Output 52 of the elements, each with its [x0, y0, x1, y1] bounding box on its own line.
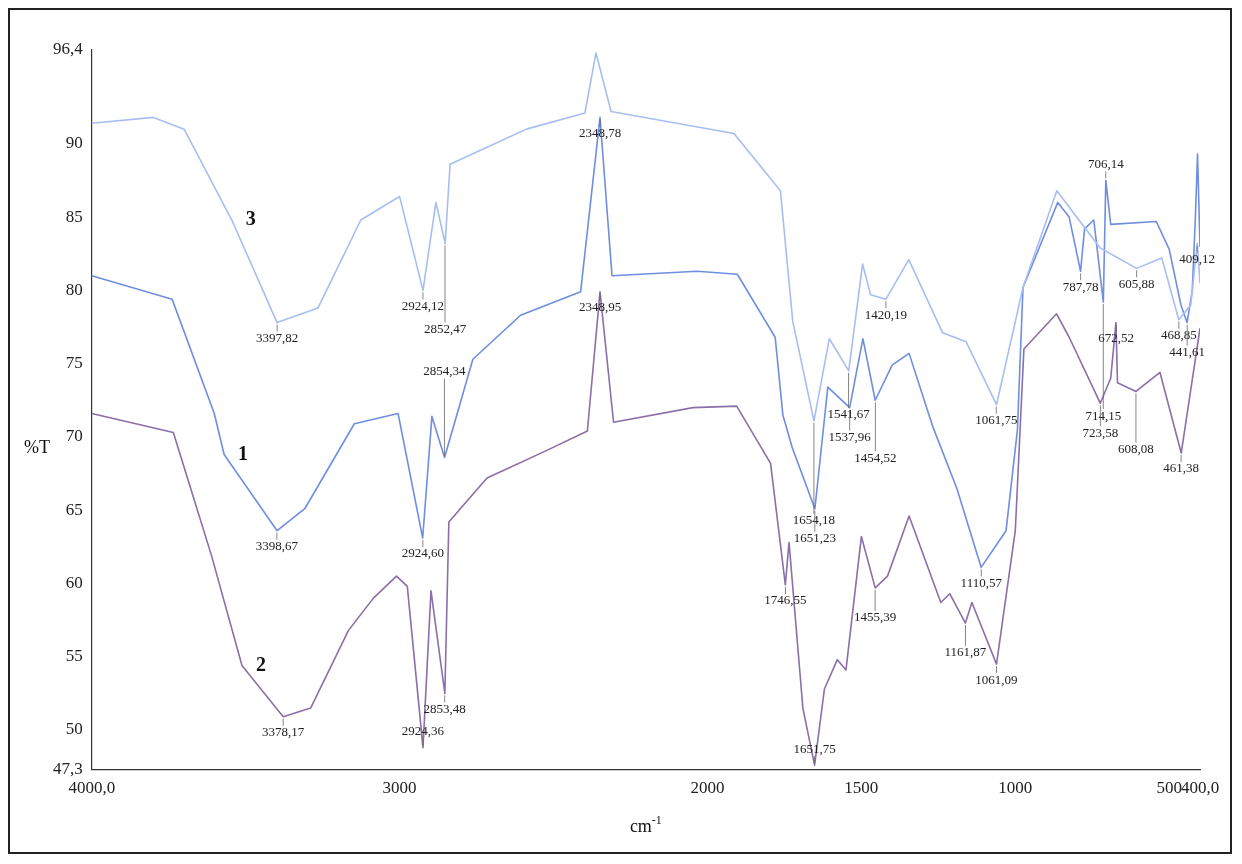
series-label: 3 — [245, 207, 256, 230]
annotation: 2924,36 — [401, 723, 445, 739]
annotation: 1161,87 — [944, 644, 987, 660]
annotation: 1651,23 — [793, 530, 836, 546]
annotation: 706,14 — [1087, 155, 1125, 171]
annotation: 3397,82 — [256, 330, 299, 346]
annotation: 2854,34 — [423, 362, 467, 378]
y-tick-label: 47,3 — [53, 759, 83, 779]
annotation: 1746,55 — [764, 592, 807, 608]
y-tick-label: 80 — [65, 279, 83, 299]
annotation: 461,38 — [1163, 460, 1199, 476]
annotation: 3378,17 — [262, 724, 305, 740]
x-tick-label: 2000 — [690, 778, 725, 798]
annotation: 2853,48 — [423, 700, 466, 716]
series-label: 2 — [255, 652, 266, 675]
y-tick-label: 60 — [65, 572, 83, 592]
annotation: 1455,39 — [853, 609, 897, 625]
annotation: 1110,57 — [960, 574, 1003, 590]
y-tick-label: 65 — [65, 499, 83, 519]
annotation: 1654,18 — [792, 512, 836, 528]
x-tick-label: 500 — [1156, 778, 1182, 798]
y-tick-label: 85 — [65, 206, 83, 226]
annotation: 608,08 — [1118, 440, 1154, 456]
y-tick-label: 50 — [65, 719, 83, 739]
x-tick-label: 3000 — [382, 778, 417, 798]
annotation: 1061,09 — [975, 671, 1018, 687]
annotation: 1420,19 — [864, 306, 908, 322]
x-tick-label: 1000 — [998, 778, 1033, 798]
annotation: 2924,12 — [401, 297, 445, 313]
annotation: 2924,60 — [401, 545, 444, 561]
x-tick-label: 400,0 — [1180, 778, 1220, 798]
annotation: 787,78 — [1062, 278, 1099, 294]
y-tick-label: 90 — [65, 133, 83, 153]
y-tick-label: 70 — [65, 426, 83, 446]
annotation: 723,58 — [1082, 424, 1119, 440]
annotation: 3398,67 — [255, 538, 299, 554]
annotation: 1061,75 — [975, 412, 1018, 428]
annotation: 1454,52 — [854, 449, 897, 465]
series-label: 1 — [238, 441, 249, 464]
y-tick-label: 75 — [65, 353, 83, 373]
annotation: 1541,67 — [827, 406, 871, 422]
y-tick-label: 96,4 — [53, 39, 84, 59]
annotation: 714,15 — [1085, 407, 1122, 423]
y-axis-title: %T — [24, 436, 50, 457]
annotation: 468,85 — [1160, 327, 1197, 343]
annotation: 605,88 — [1118, 275, 1155, 291]
x-tick-label: 4000,0 — [68, 778, 116, 798]
y-tick-label: 55 — [65, 646, 83, 666]
annotation: 1537,96 — [828, 429, 872, 445]
annotation: 2852,47 — [423, 320, 467, 336]
x-tick-label: 1500 — [844, 778, 879, 798]
annotation: 441,61 — [1169, 344, 1206, 360]
